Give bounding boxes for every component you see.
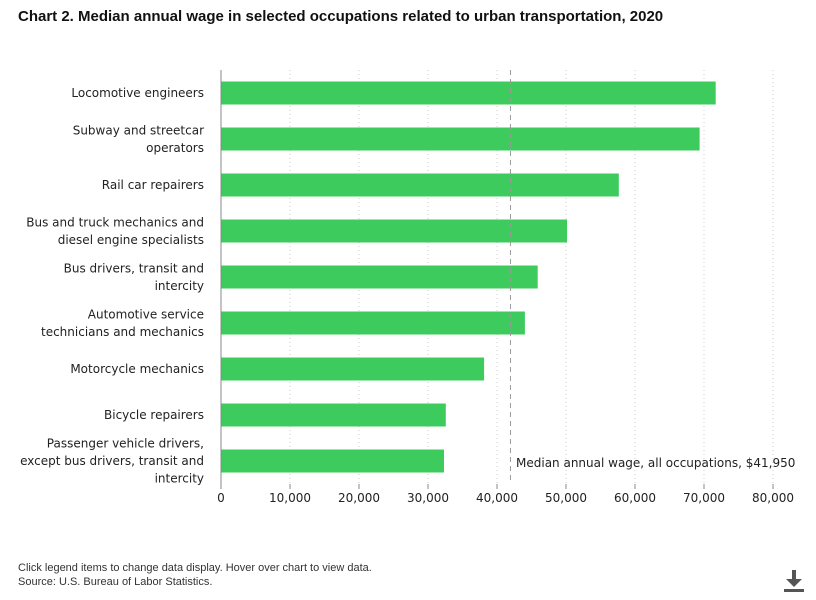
axes: 0 10,000 20,000 30,000 40,000 50,000 60,000 70,… [217, 70, 794, 505]
bar[interactable] [221, 449, 444, 473]
bar[interactable] [221, 219, 568, 243]
category-label: Bus drivers, transit and intercity [64, 261, 204, 293]
bar[interactable] [221, 81, 716, 105]
bar[interactable] [221, 127, 700, 151]
footer-note: Click legend items to change data displa… [18, 562, 372, 574]
x-tick-label: 80,000 [752, 491, 794, 505]
x-tick-label: 60,000 [614, 491, 656, 505]
bar[interactable] [221, 311, 525, 335]
category-label: Automotive service technicians and mechan… [41, 307, 204, 339]
category-label: Locomotive engineers [71, 86, 204, 100]
footer-source: Source: U.S. Bureau of Labor Statistics. [18, 576, 213, 588]
category-label: Bicycle repairers [104, 408, 204, 422]
download-icon[interactable] [782, 568, 806, 594]
x-tick-label: 40,000 [476, 491, 518, 505]
bar[interactable] [221, 403, 446, 427]
bar[interactable] [221, 357, 485, 381]
bar[interactable] [221, 173, 619, 197]
x-tick-label: 10,000 [269, 491, 311, 505]
bars[interactable] [221, 81, 716, 473]
x-tick-label: 50,000 [545, 491, 587, 505]
category-label: Bus and truck mechanics and diesel engine… [26, 215, 204, 247]
category-labels: Locomotive engineers Subway and streetcar… [20, 86, 204, 486]
category-label: Motorcycle mechanics [70, 362, 204, 376]
category-label: Subway and streetcar operators [73, 123, 204, 155]
bar[interactable] [221, 265, 538, 289]
x-tick-label: 70,000 [683, 491, 725, 505]
x-tick-label: 20,000 [338, 491, 380, 505]
category-label: Rail car repairers [102, 178, 204, 192]
x-tick-label: 30,000 [407, 491, 449, 505]
category-label: Passenger vehicle drivers, except bus dri… [20, 437, 204, 486]
reference-line-label: Median annual wage, all occupations, $41… [516, 456, 795, 470]
reference-line-group: Median annual wage, all occupations, $41… [509, 70, 795, 484]
x-tick-label: 0 [217, 491, 225, 505]
chart-title: Chart 2. Median annual wage in selected … [18, 8, 664, 25]
